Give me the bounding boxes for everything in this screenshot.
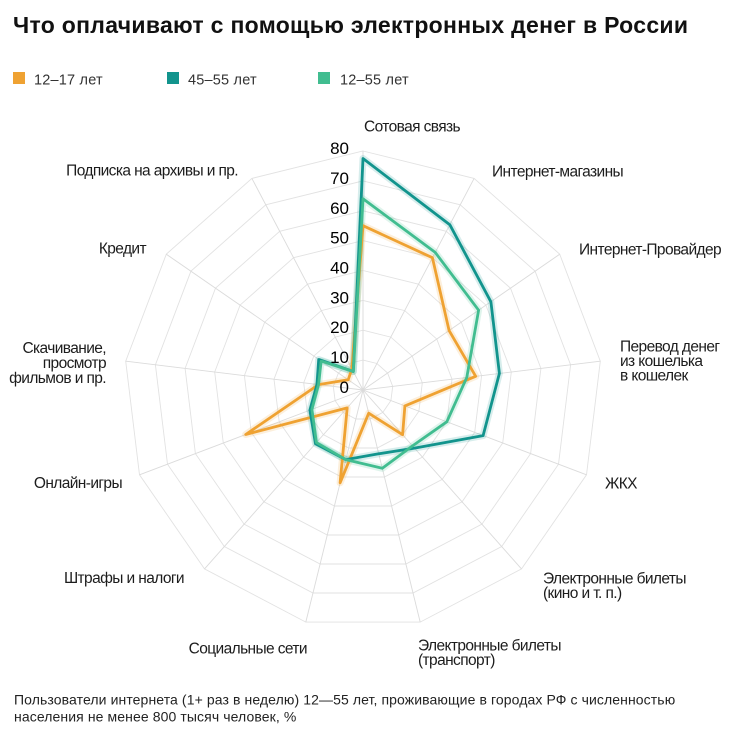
svg-text:(транспорт): (транспорт): [418, 652, 495, 669]
svg-text:Подписка на архивы и пр.: Подписка на архивы и пр.: [66, 163, 238, 180]
svg-text:50: 50: [330, 229, 349, 248]
svg-text:из кошелька: из кошелька: [620, 353, 703, 370]
svg-text:0: 0: [340, 378, 349, 397]
svg-text:просмотр: просмотр: [43, 355, 106, 372]
svg-text:Скачивание,: Скачивание,: [22, 340, 106, 357]
svg-text:Интернет-Провайдер: Интернет-Провайдер: [579, 242, 721, 259]
svg-text:12–55 лет: 12–55 лет: [340, 73, 409, 89]
svg-text:20: 20: [330, 318, 349, 337]
svg-text:ЖКХ: ЖКХ: [605, 476, 638, 493]
svg-text:(кино и т. п.): (кино и т. п.): [543, 585, 622, 602]
svg-text:80: 80: [330, 139, 349, 158]
svg-text:Штрафы и налоги: Штрафы и налоги: [64, 570, 184, 587]
svg-text:30: 30: [330, 288, 349, 307]
svg-text:Что оплачивают с помощью элект: Что оплачивают с помощью электронных ден…: [13, 12, 688, 38]
svg-text:Электронные билеты: Электронные билеты: [543, 571, 686, 588]
svg-text:Перевод денег: Перевод денег: [620, 339, 720, 356]
svg-text:60: 60: [330, 199, 349, 218]
svg-text:фильмов и пр.: фильмов и пр.: [9, 370, 106, 387]
svg-text:Интернет-магазины: Интернет-магазины: [492, 164, 624, 181]
svg-text:70: 70: [330, 169, 349, 188]
svg-text:10: 10: [330, 348, 349, 367]
svg-text:40: 40: [330, 259, 349, 278]
svg-text:Кредит: Кредит: [99, 241, 147, 258]
svg-text:населения не менее 800 тысяч ч: населения не менее 800 тысяч человек, %: [14, 709, 296, 725]
svg-text:Пользователи интернета (1+ раз: Пользователи интернета (1+ раз в неделю)…: [14, 692, 675, 708]
svg-text:45–55 лет: 45–55 лет: [188, 73, 257, 89]
svg-text:12–17 лет: 12–17 лет: [34, 73, 103, 89]
svg-text:Сотовая связь: Сотовая связь: [364, 119, 461, 136]
svg-text:Социальные сети: Социальные сети: [189, 641, 307, 658]
svg-text:Онлайн-игры: Онлайн-игры: [34, 475, 123, 492]
svg-text:Электронные билеты: Электронные билеты: [418, 638, 561, 655]
svg-text:в кошелек: в кошелек: [620, 368, 689, 385]
